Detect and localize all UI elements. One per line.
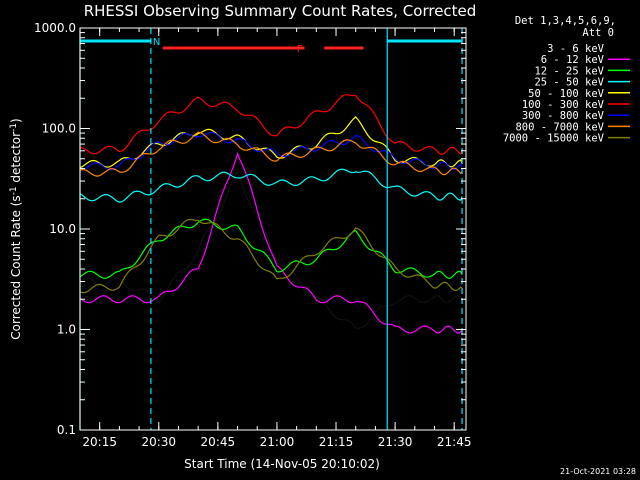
x-tick-label: 20:30 [141,435,176,449]
x-tick-label: 21:30 [378,435,413,449]
flag-layer: NF [80,37,463,55]
series-line [79,218,463,294]
legend-label: 6 - 12 keV [541,54,605,66]
series-layer [79,94,463,334]
x-tick-label: 20:15 [82,435,117,449]
timestamp: 21-Oct-2021 03:28 [560,467,636,476]
legend-header-attenuator: Att 0 [582,27,614,39]
y-tick-label: 100.0 [42,122,76,136]
chart-title: RHESSI Observing Summary Count Rates, Co… [84,2,477,20]
legend-label: 7000 - 15000 keV [503,133,605,145]
series-line [79,151,463,334]
series-line [79,131,463,177]
series-line [79,94,463,155]
series-line [79,116,463,169]
legend-label: 25 - 50 keV [534,77,604,89]
legend-label: 3 - 6 keV [547,43,605,55]
x-tick-label: 21:15 [319,435,354,449]
y-tick-label: 1.0 [57,323,76,337]
series-line [80,131,463,171]
legend-header-detectors: Det 1,3,4,5,6,9, [515,15,616,27]
series-line [79,168,463,203]
x-tick-label: 21:45 [437,435,472,449]
legend-label: 300 - 800 keV [522,110,605,122]
legend-label: 800 - 7000 keV [515,121,604,133]
legend-label: 100 - 300 keV [522,99,605,111]
y-tick-label: 0.1 [57,423,76,437]
flag-label: F [297,44,303,55]
x-tick-label: 20:45 [201,435,236,449]
series-line [79,170,463,329]
axis-layer: 20:15 20:30 20:45 21:00 21:15 21:30 21:45 0.1 1.… [34,21,471,449]
series-line [79,218,463,279]
legend-label: 12 - 25 keV [534,65,604,77]
y-tick-label: 10.0 [49,222,76,236]
legend-label: 50 - 100 keV [528,88,605,100]
x-axis-label: Start Time (14-Nov-05 20:10:02) [184,457,380,471]
y-tick-label: 1000.0 [34,21,76,35]
x-tick-label: 21:00 [260,435,295,449]
y-axis-label: Corrected Count Rate (s-1 detector-1) [9,118,23,339]
flag-label: N [153,37,160,48]
